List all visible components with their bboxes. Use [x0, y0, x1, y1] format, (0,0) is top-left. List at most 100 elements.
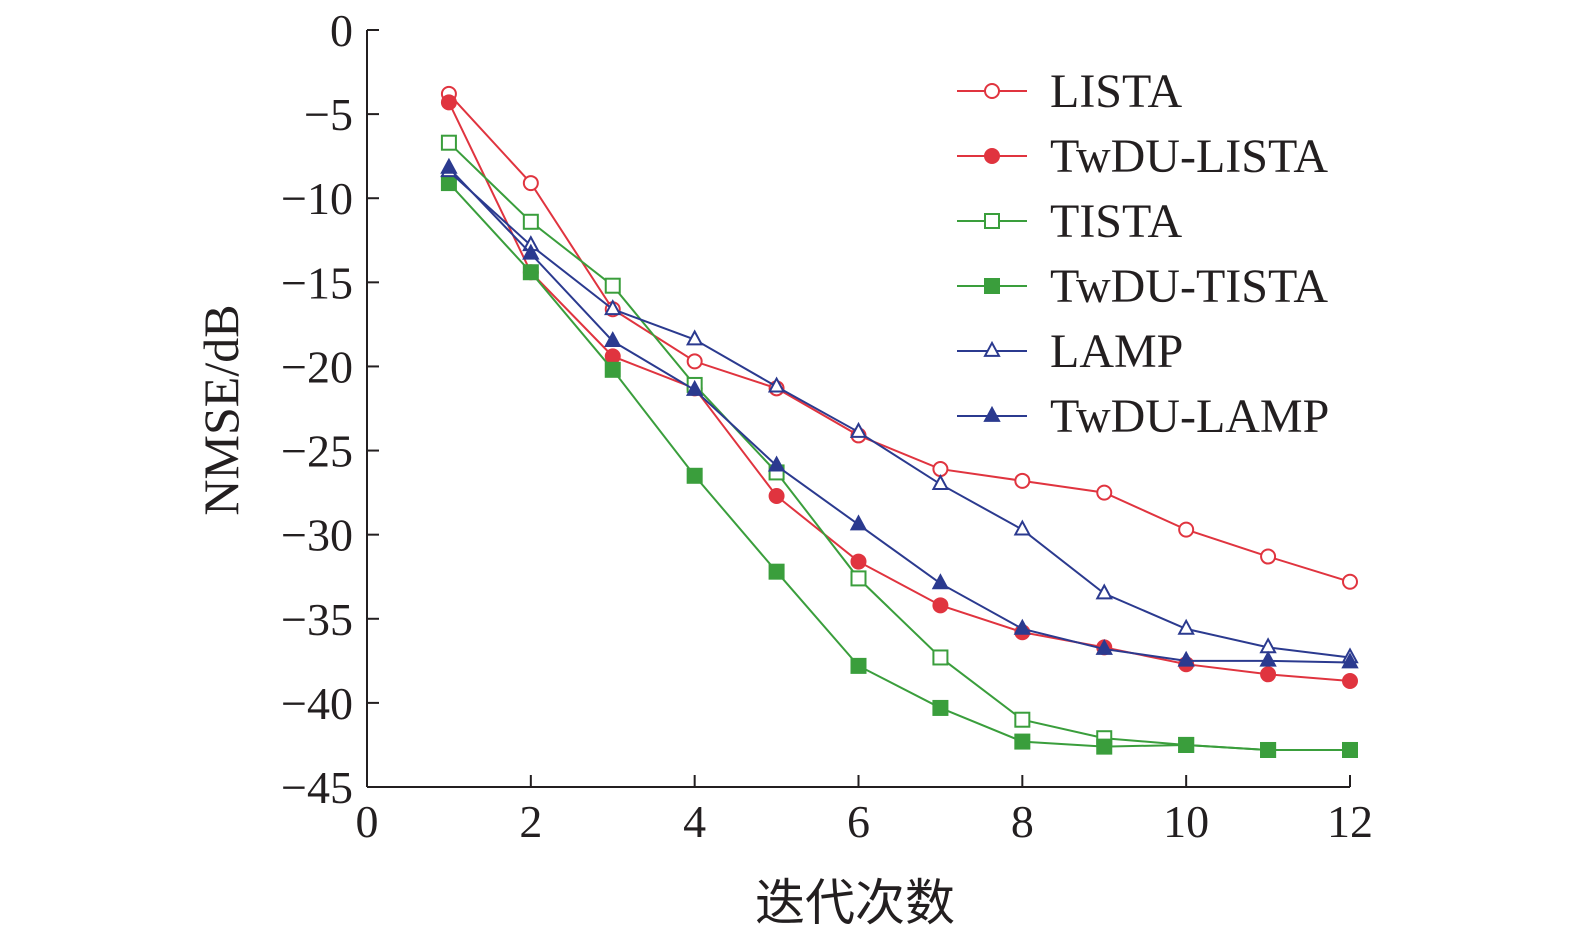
data-point-twdu-lamp — [767, 455, 786, 472]
data-point-twdu-lista — [1342, 673, 1358, 690]
series-line-twdu-lamp — [448, 167, 1351, 664]
data-point-tista — [604, 277, 621, 294]
data-point-lamp — [604, 299, 622, 316]
legend-marker-lista — [984, 83, 1000, 99]
data-point-twdu-lamp — [1341, 652, 1359, 669]
y-tick-label: −5 — [304, 89, 353, 140]
data-point-lista — [1342, 573, 1358, 590]
y-tick-label: −40 — [281, 678, 353, 729]
legend-item-lamp: LAMP — [957, 325, 1183, 378]
series-twdu-tista — [440, 175, 1358, 758]
data-point-lista — [522, 175, 539, 192]
legend-label-lamp: LAMP — [1050, 325, 1183, 378]
legend-item-twdu-tista: TwDU-TISTA — [957, 260, 1328, 313]
legend-label-lista: LISTA — [1050, 65, 1182, 118]
y-tick-label: −15 — [281, 257, 353, 308]
data-point-twdu-lista — [1260, 666, 1277, 683]
data-point-lamp — [1095, 583, 1113, 600]
data-point-lamp — [849, 421, 868, 438]
data-point-tista — [1014, 711, 1031, 728]
series-line-tista — [448, 141, 1350, 751]
y-tick-label: −25 — [281, 426, 353, 477]
y-tick-label: −30 — [281, 510, 353, 561]
legend-marker-twdu-lista — [984, 148, 1000, 164]
legend-item-tista: TISTA — [957, 195, 1182, 248]
x-tick-label: 4 — [683, 796, 706, 847]
data-point-twdu-lamp — [440, 157, 458, 174]
data-point-twdu-lista — [932, 597, 949, 614]
data-point-twdu-lamp — [522, 243, 540, 260]
series-line-lamp — [448, 170, 1351, 659]
data-point-lista — [1260, 548, 1277, 565]
data-point-twdu-lista — [604, 348, 621, 365]
data-point-twdu-tista — [850, 657, 867, 674]
data-point-lista — [1096, 484, 1113, 501]
data-point-twdu-tista — [1178, 736, 1195, 753]
data-point-twdu-lamp — [1013, 618, 1032, 635]
data-point-tista — [440, 134, 457, 151]
legend-label-twdu-lamp: TwDU-LAMP — [1050, 390, 1329, 443]
legend-item-twdu-lamp: TwDU-LAMP — [957, 390, 1329, 443]
data-point-lista — [1014, 472, 1031, 489]
data-point-twdu-tista — [932, 699, 949, 716]
data-point-twdu-tista — [1014, 733, 1031, 750]
data-point-lamp — [767, 376, 786, 393]
data-point-lista — [686, 353, 703, 370]
legend-label-tista: TISTA — [1050, 195, 1182, 248]
data-point-twdu-tista — [686, 467, 703, 484]
data-point-lamp — [1013, 519, 1032, 536]
legend-label-twdu-lista: TwDU-LISTA — [1050, 130, 1328, 183]
legend-label-twdu-tista: TwDU-TISTA — [1050, 260, 1328, 313]
series-twdu-lamp — [440, 157, 1359, 669]
data-point-twdu-tista — [440, 175, 457, 192]
legend-item-twdu-lista: TwDU-LISTA — [957, 130, 1328, 183]
data-point-lista — [932, 461, 949, 478]
x-tick-label: 6 — [847, 796, 870, 847]
data-point-tista — [932, 649, 949, 666]
series-line-twdu-tista — [448, 182, 1350, 751]
data-point-twdu-lista — [768, 487, 785, 504]
y-tick-label: −10 — [281, 173, 353, 224]
data-point-twdu-tista — [1096, 738, 1113, 755]
x-tick-label: 10 — [1163, 796, 1209, 847]
data-point-twdu-lamp — [849, 514, 868, 531]
data-point-twdu-lamp — [1259, 650, 1277, 667]
legend-marker-twdu-tista — [984, 278, 1000, 294]
data-point-tista — [850, 570, 867, 587]
series-line-lista — [448, 93, 1351, 583]
data-point-twdu-lamp — [685, 379, 704, 396]
x-axis-title: 迭代次数 — [755, 875, 955, 931]
x-tick-label: 12 — [1327, 796, 1373, 847]
y-tick-label: 0 — [330, 5, 353, 56]
data-point-twdu-lamp — [1095, 638, 1113, 655]
legend-marker-lamp — [983, 340, 1001, 357]
data-point-twdu-lamp — [1177, 650, 1195, 667]
x-tick-label: 2 — [519, 796, 542, 847]
legend: LISTA TwDU-LISTA TISTA TwDU-TISTA LAMP TwDU-L… — [957, 65, 1329, 443]
data-point-lamp — [1177, 618, 1195, 635]
y-axis-title: NMSE/dB — [193, 304, 249, 515]
data-point-tista — [522, 213, 539, 230]
data-point-lista — [1178, 521, 1195, 538]
data-point-twdu-lista — [440, 94, 457, 111]
ticks: 0 2 4 6 8 10 12 0 −5 −10 −15 −20 −25 −30 −35 −40 −45 — [281, 5, 1373, 847]
x-tick-label: 0 — [356, 796, 379, 847]
data-point-twdu-tista — [1260, 741, 1277, 758]
legend-marker-tista — [984, 213, 1000, 229]
x-tick-label: 8 — [1011, 796, 1034, 847]
data-point-twdu-lista — [850, 553, 867, 570]
data-point-lamp — [931, 474, 950, 491]
series-line-twdu-lista — [448, 101, 1351, 683]
data-point-twdu-lamp — [931, 573, 950, 590]
y-tick-label: −35 — [281, 594, 353, 645]
data-point-twdu-lamp — [604, 331, 622, 348]
y-tick-label: −20 — [281, 341, 353, 392]
data-point-twdu-tista — [604, 361, 621, 378]
y-tick-label: −45 — [281, 762, 353, 813]
data-point-twdu-tista — [522, 264, 539, 281]
data-point-twdu-tista — [768, 563, 785, 580]
series-tista — [440, 134, 1358, 758]
data-point-twdu-tista — [1342, 741, 1358, 758]
legend-marker-twdu-lamp — [983, 405, 1001, 422]
